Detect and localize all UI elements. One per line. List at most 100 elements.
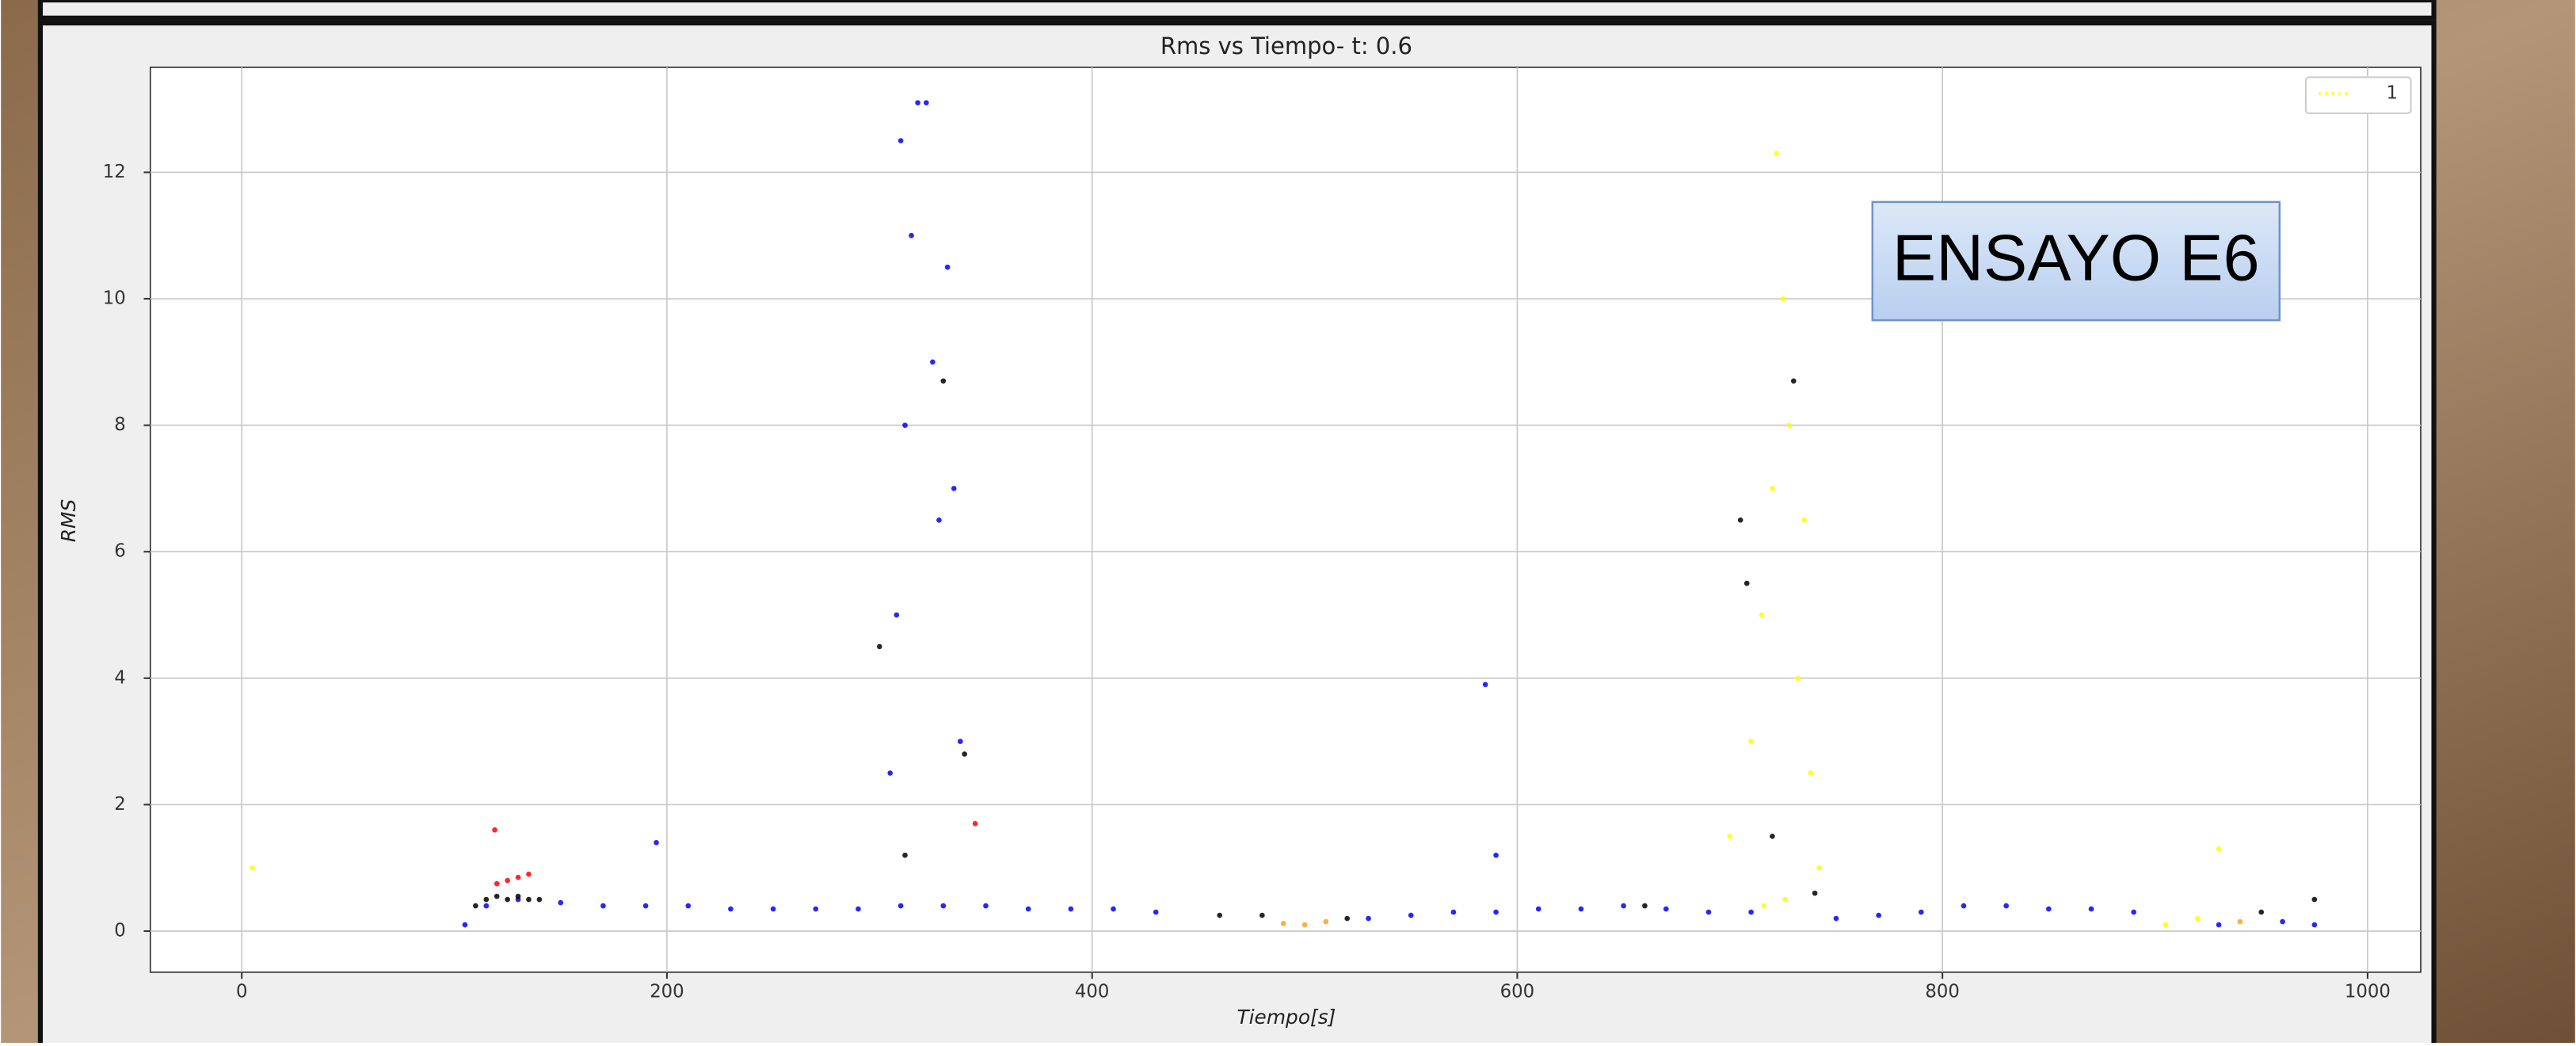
x-tick-label: 0 — [236, 981, 248, 1002]
point — [526, 896, 532, 903]
point — [1748, 909, 1754, 915]
point — [1801, 517, 1808, 523]
x-tick-label: 400 — [1075, 981, 1109, 1002]
point — [1535, 906, 1541, 912]
x-tick-label: 600 — [1500, 981, 1534, 1002]
point — [642, 903, 649, 909]
point — [492, 827, 497, 833]
point — [1259, 912, 1265, 918]
point — [2163, 922, 2169, 928]
point — [505, 877, 510, 884]
point — [515, 874, 521, 880]
point — [600, 903, 606, 909]
point — [2046, 906, 2052, 912]
point — [2216, 922, 2222, 928]
point — [813, 906, 819, 912]
point — [876, 643, 882, 650]
point — [2194, 915, 2201, 922]
point — [2280, 918, 2285, 925]
point — [1748, 739, 1754, 744]
legend-label: 1 — [2386, 83, 2398, 104]
point — [897, 138, 904, 143]
point — [951, 486, 957, 491]
point — [1876, 912, 1881, 918]
point — [1786, 422, 1793, 428]
y-axis-label: RMS — [57, 499, 80, 543]
point — [1450, 909, 1457, 915]
point — [2258, 909, 2265, 915]
point — [940, 903, 947, 909]
point — [1344, 915, 1351, 922]
point — [1780, 296, 1786, 302]
point — [983, 903, 989, 909]
point — [1642, 903, 1648, 909]
point — [1782, 896, 1788, 903]
point — [936, 517, 942, 523]
point — [1111, 906, 1116, 912]
point — [944, 264, 951, 270]
point — [909, 232, 914, 239]
y-tick-label: 10 — [103, 288, 126, 309]
point — [855, 906, 861, 912]
x-axis-label: Tiempo[s] — [1237, 1006, 1336, 1029]
point — [930, 359, 936, 365]
point — [1493, 909, 1499, 915]
point — [685, 903, 692, 909]
point — [924, 100, 929, 105]
point — [1663, 906, 1669, 912]
point — [1919, 909, 1924, 915]
point — [1812, 890, 1818, 896]
y-tick-label: 6 — [114, 541, 126, 562]
point — [902, 422, 908, 428]
point — [654, 839, 659, 846]
point — [515, 893, 521, 899]
plot: 0 200 400 600 800 1000 0 2 4 6 8 10 12 1 — [103, 67, 2421, 1002]
y-tick-label: 8 — [114, 414, 126, 435]
point — [728, 906, 734, 912]
point — [1833, 915, 1839, 922]
y-tick-label: 2 — [114, 794, 126, 815]
point — [1808, 770, 1814, 776]
point — [887, 770, 894, 776]
point — [770, 906, 776, 912]
y-tick-label: 12 — [103, 162, 126, 182]
annotation: ENSAYO E6 — [1892, 220, 2260, 294]
point — [894, 612, 900, 618]
point — [1743, 580, 1750, 586]
point — [962, 751, 967, 757]
legend-box — [2304, 76, 2412, 115]
point — [1727, 834, 1733, 839]
point — [2311, 922, 2318, 928]
y-tick-label: 4 — [114, 667, 126, 688]
point — [2237, 918, 2243, 925]
y-tick-label: 0 — [114, 921, 126, 941]
point — [483, 903, 490, 909]
point — [526, 871, 532, 877]
point — [1482, 681, 1488, 688]
x-tick-label: 1000 — [2345, 981, 2391, 1002]
point — [2131, 909, 2137, 915]
point — [483, 896, 490, 903]
point — [536, 896, 543, 903]
point — [1578, 906, 1584, 912]
point — [897, 903, 904, 909]
point — [1301, 922, 1308, 928]
point — [1816, 865, 1822, 871]
point — [1790, 378, 1797, 384]
point — [940, 378, 947, 384]
point — [1280, 921, 1286, 926]
x-tick-label: 200 — [650, 981, 684, 1002]
point — [250, 865, 255, 871]
point — [1774, 151, 1780, 156]
point — [1770, 834, 1775, 839]
point — [493, 893, 500, 899]
point — [1068, 906, 1074, 912]
top-panel — [37, 0, 2437, 21]
point — [2311, 896, 2318, 903]
point — [972, 821, 978, 826]
point — [1153, 909, 1159, 915]
chart-title: Rms vs Tiempo- t: 0.6 — [1160, 32, 1412, 59]
point — [1705, 909, 1712, 915]
point — [1366, 915, 1371, 922]
